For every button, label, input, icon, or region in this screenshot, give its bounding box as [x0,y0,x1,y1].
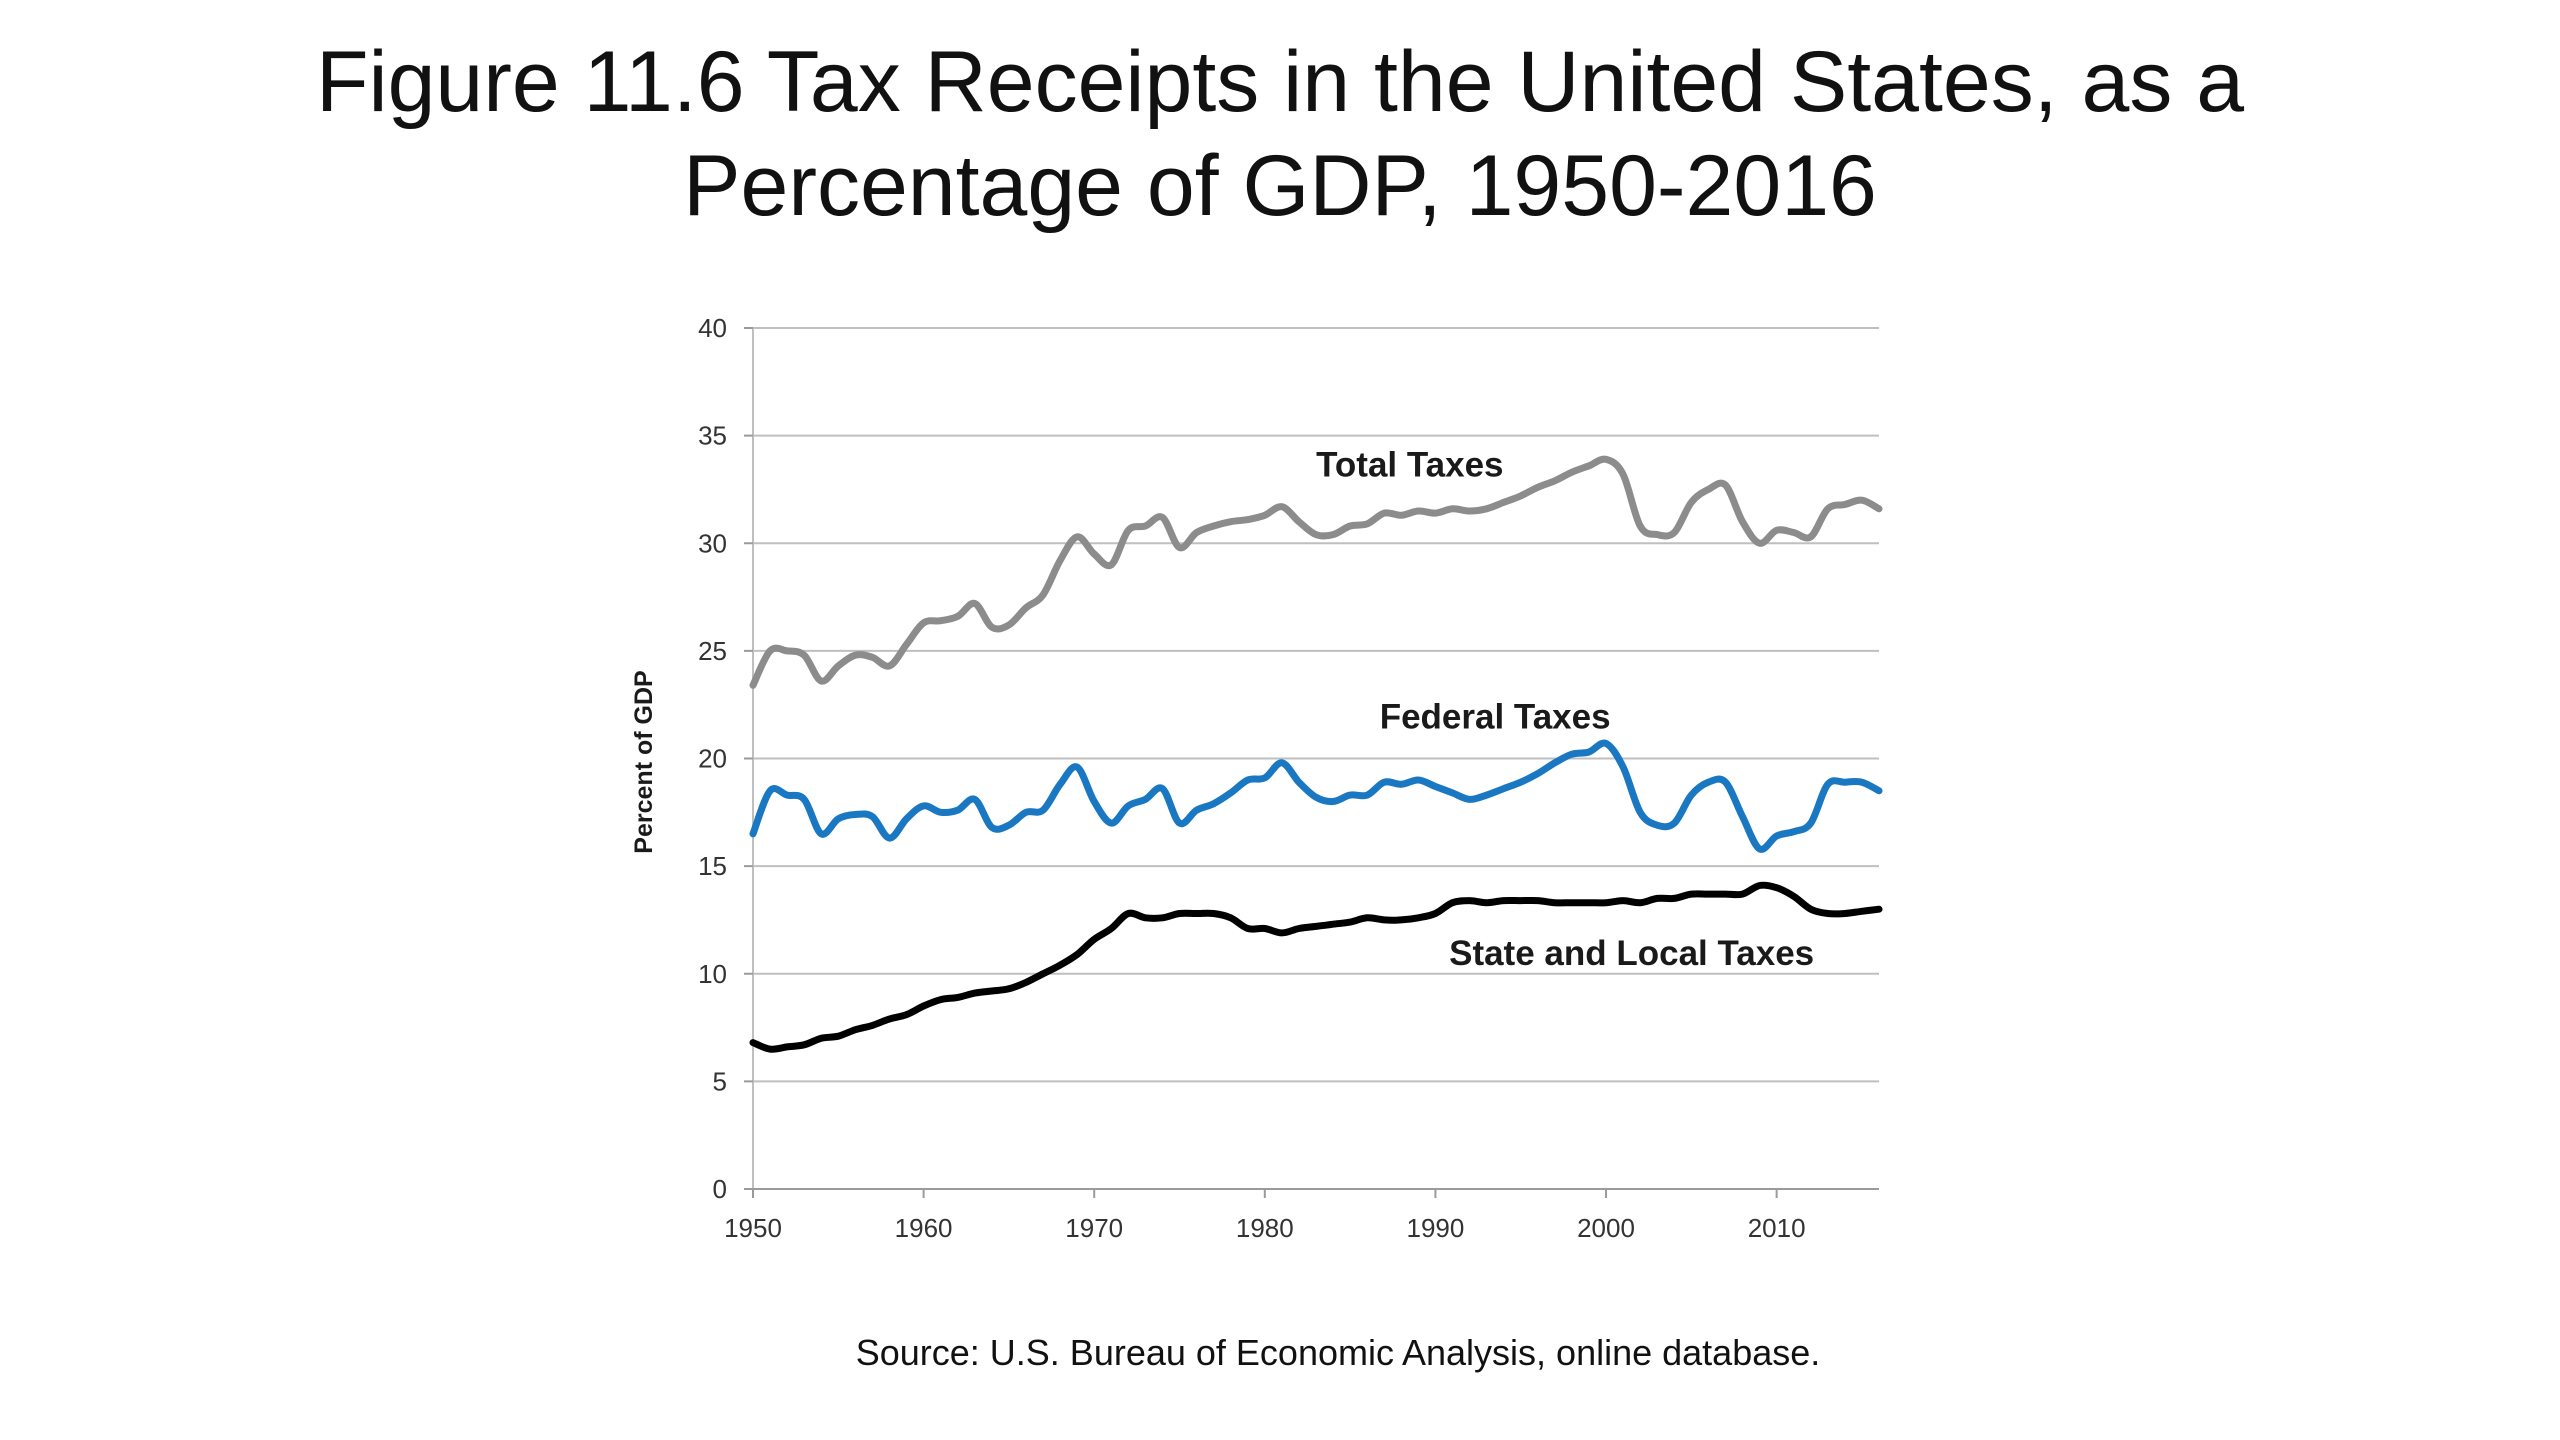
y-tick-label: 10 [698,959,727,989]
source-note: Source: U.S. Bureau of Economic Analysis… [855,1332,1821,1373]
federal-taxes-line [749,739,1883,853]
y-tick-label: 5 [713,1066,727,1096]
x-tick-label: 1950 [724,1213,782,1243]
x-tick-label: 1970 [1065,1213,1123,1243]
series-lines [749,455,1883,1053]
slide-title-line-2: Percentage of GDP, 1950-2016 [683,138,1877,234]
total-taxes-label: Total Taxes [1316,446,1503,485]
series-labels: Total Taxes Federal Taxes State and Local … [1316,446,1814,974]
y-tick-label: 35 [698,421,727,451]
y-axis-title: Percent of GDP [630,670,658,853]
total-taxes-line [749,455,1883,689]
state-local-taxes-label: State and Local Taxes [1449,934,1814,973]
y-tick-label: 40 [698,313,727,343]
slide-title-line-1: Figure 11.6 Tax Receipts in the United S… [315,34,2245,130]
y-tick-label: 25 [698,636,727,666]
x-tick-label: 1960 [895,1213,953,1243]
axes: 0 5 10 15 20 25 30 35 40 1950 1960 1970 1980 1990 2000… [698,313,1879,1243]
gridlines [753,327,1879,1083]
federal-taxes-label: Federal Taxes [1380,697,1611,736]
x-tick-label: 2000 [1577,1213,1635,1243]
x-tick-label: 1980 [1236,1213,1294,1243]
state-local-taxes-line [749,881,1883,1053]
x-tick-label: 1990 [1407,1213,1465,1243]
y-tick-label: 20 [698,744,727,774]
y-tick-label: 0 [713,1174,727,1204]
x-tick-label: 2010 [1748,1213,1806,1243]
y-tick-label: 30 [698,528,727,558]
slide-title: Figure 11.6 Tax Receipts in the United S… [0,30,2560,238]
y-tick-label: 15 [698,851,727,881]
